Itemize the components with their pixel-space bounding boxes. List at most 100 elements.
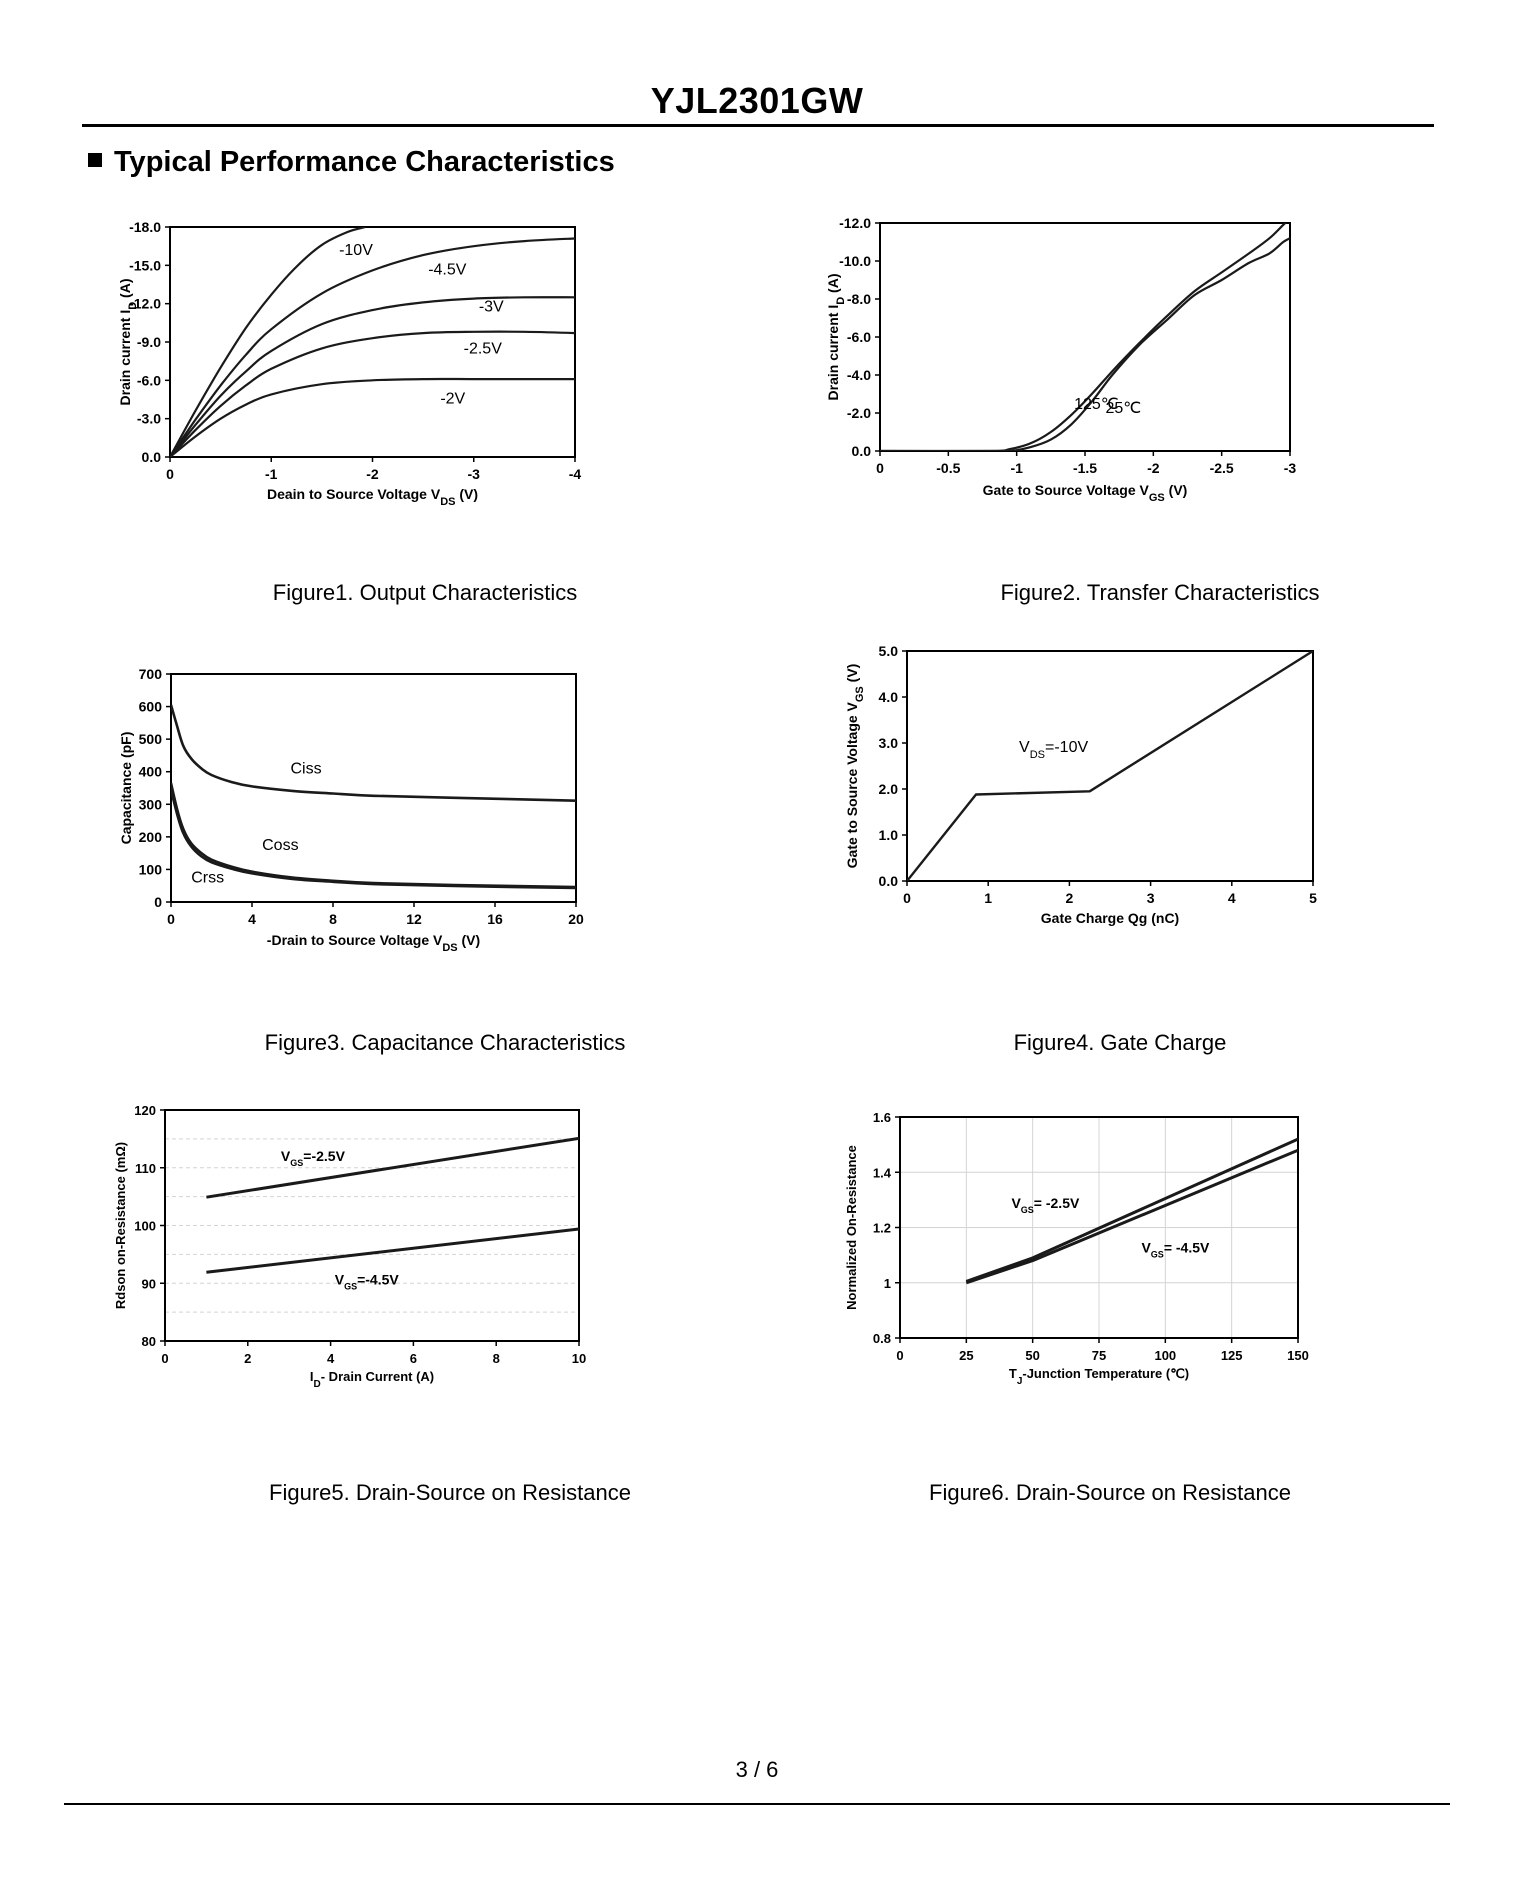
x-tick-label: 2 [244,1351,251,1366]
y-tick-label: 400 [139,764,163,780]
x-tick-label: -3 [1284,460,1297,476]
x-tick-label: 0 [903,890,911,906]
series-line-vgs--2.5v [965,1137,1298,1283]
footer-rule [64,1803,1450,1805]
figure2-transfer-characteristics-chart: 0.0 -2.0 -4.0 -6.0 -8.0 -10.0 -12.0 0 -0.5 -1 -1.5… [825,215,1297,504]
annotation-25: 25℃ [1106,400,1142,417]
y-tick-label: 100 [134,1219,156,1234]
figure6-normalized-on-resistance-chart: 0.8 1 1.2 1.4 1.6 0 25 50 75 100 125 150 TJ-Junction… [844,1110,1309,1387]
x-tick-label: 4 [1228,890,1236,906]
x-tick-label: 0 [876,460,884,476]
y-tick-label: 200 [139,829,163,845]
figure4-caption: Figure4. Gate Charge [1013,1030,1227,1055]
x-tick-label: 10 [572,1351,586,1366]
x-tick-label: -3 [468,466,481,482]
y-tick-label: 1.2 [873,1221,891,1236]
y-tick-label: 1.0 [879,827,899,843]
figure2-caption: Figure2. Transfer Characteristics [1000,580,1320,605]
y-tick-label: 1 [884,1276,891,1291]
x-tick-label: 20 [568,911,584,927]
series-line-vgs--4.5v [206,1227,579,1274]
y-axis-label: Drain current ID (A) [825,274,847,401]
annotation-crss: Crss [191,869,224,886]
series-line-vgs--2.5v [206,1136,579,1199]
x-tick-label: 0 [167,911,175,927]
annotation-4.5v: -4.5V [428,261,467,278]
annotation-ciss: Ciss [290,760,321,777]
y-axis-label: Rdson on-Resistance (mΩ) [113,1142,128,1309]
y-tick-label: 500 [139,731,163,747]
x-tick-label: 0 [896,1348,903,1363]
y-tick-label: -8.0 [847,291,871,307]
y-tick-label: 120 [134,1103,156,1118]
series-line-vgs--4.5v [965,1148,1298,1285]
x-tick-label: 16 [487,911,503,927]
y-tick-label: 1.6 [873,1110,891,1125]
x-tick-label: -2 [1147,460,1160,476]
y-tick-label: 3.0 [879,735,899,751]
section-heading: Typical Performance Characteristics [88,146,615,179]
y-tick-label: 0.0 [852,443,872,459]
y-axis-label: Normalized On-Resistance [844,1145,859,1310]
figure4-gate-charge-chart: 0.0 1.0 2.0 3.0 4.0 5.0 0 1 2 3 4 5 Gate Charge Qg (… [844,643,1317,926]
x-tick-label: 100 [1154,1348,1176,1363]
series-line-3v [170,296,575,457]
series-line-2v [170,377,575,457]
annotation-vgs--4.5v: VGS= -4.5V [1141,1239,1210,1259]
y-tick-label: 700 [139,666,163,682]
figure1-output-characteristics-chart: 0.0 -3.0 -6.0 -9.0 -12.0 -15.0 -18.0 0 -1 -2 -3 -4 D… [117,219,582,508]
x-tick-label: -4 [569,466,582,482]
x-axis-label: Gate to Source Voltage VGS (V) [983,482,1188,504]
y-tick-label: -18.0 [129,219,161,235]
x-tick-label: 2 [1066,890,1074,906]
y-axis-label: Gate to Source Voltage VGS (V) [844,664,866,869]
section-title: Typical Performance Characteristics [114,146,615,178]
document-title: YJL2301GW [650,80,864,121]
x-tick-label: 50 [1025,1348,1039,1363]
x-axis-label: Gate Charge Qg (nC) [1041,910,1179,926]
x-tick-label: 125 [1221,1348,1243,1363]
x-tick-label: 8 [329,911,337,927]
series-line-10v [170,227,366,457]
x-tick-label: 3 [1147,890,1155,906]
y-tick-label: 0.0 [142,449,162,465]
x-tick-label: -2 [366,466,379,482]
x-tick-label: 12 [406,911,422,927]
annotation-2v: -2V [440,390,465,407]
title-underline [82,124,1434,127]
series-line-25 [880,237,1290,451]
figure3-capacitance-characteristics-chart: 0 100 200 300 400 500 600 700 0 4 8 12 16 20 -Drain to… [118,666,584,954]
y-tick-label: 1.4 [873,1165,892,1180]
x-tick-label: 0 [161,1351,168,1366]
figure6-caption: Figure6. Drain-Source on Resistance [929,1480,1291,1505]
x-tick-label: 25 [959,1348,973,1363]
y-tick-label: -12.0 [129,296,161,312]
y-tick-label: 4.0 [879,689,899,705]
x-tick-label: 150 [1287,1348,1309,1363]
plot-frame [906,650,1314,882]
y-tick-label: -6.0 [137,372,161,388]
annotation-2.5v: -2.5V [464,341,503,358]
y-axis-label: Drain current ID (A) [117,279,139,406]
y-tick-label: -9.0 [137,334,161,350]
x-axis-label: -Drain to Source Voltage VDS (V) [267,932,480,954]
annotation-10v: -10V [339,242,373,259]
x-tick-label: -1 [1010,460,1023,476]
y-axis-label: Capacitance (pF) [118,732,134,845]
series-line-ciss [171,704,576,802]
y-tick-label: -6.0 [847,329,871,345]
x-axis-label: Deain to Source Voltage VDS (V) [267,486,478,508]
annotation-3v: -3V [479,298,504,315]
annotation-125: 125℃ [1074,396,1119,413]
annotation-coss: Coss [262,837,298,854]
series-line-2.5v [170,330,575,457]
plot-frame [169,226,576,458]
y-tick-label: -2.0 [847,405,871,421]
annotation-vds--10v: VDS=-10V [1019,739,1088,761]
series-line-crss [171,789,576,890]
y-tick-label: 80 [142,1334,156,1349]
x-tick-label: -1.5 [1073,460,1097,476]
y-tick-label: 110 [135,1161,156,1176]
x-tick-label: 8 [493,1351,500,1366]
x-tick-label: 4 [248,911,256,927]
